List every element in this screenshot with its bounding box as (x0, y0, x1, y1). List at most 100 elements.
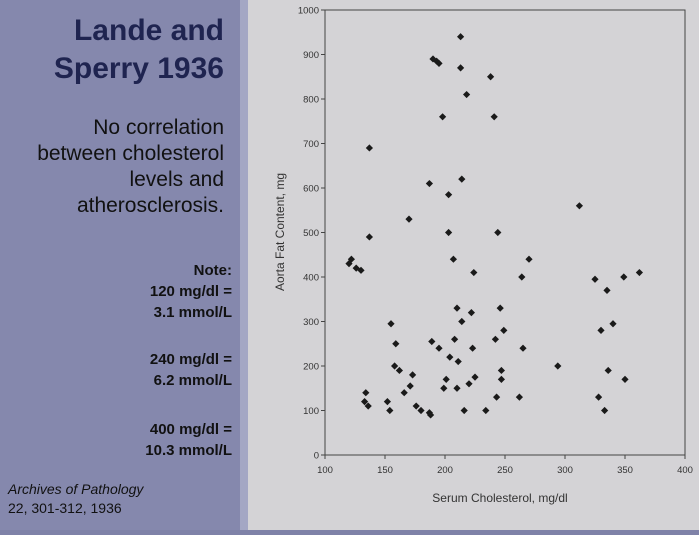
x-tick-label: 300 (557, 465, 573, 476)
subtitle-line: No correlation (93, 116, 224, 139)
data-point (621, 375, 629, 383)
data-point (352, 264, 360, 272)
plot-area-frame (324, 9, 686, 456)
scatter-chart: 0 100 200 300 400 500 600 700 800 900 1000 100 150 2… (273, 6, 693, 506)
citation: Archives of Pathology 22, 301-312, 1936 (8, 480, 143, 518)
data-point (453, 384, 461, 392)
data-point (471, 373, 479, 381)
subtitle-line: atherosclerosis. (76, 194, 224, 217)
data-point (433, 57, 441, 65)
data-point (383, 398, 391, 406)
x-tick-label: 150 (377, 465, 393, 476)
slide-text-panel (0, 0, 240, 530)
data-point (440, 384, 448, 392)
data-point (496, 304, 504, 312)
y-tick-label: 400 (303, 273, 319, 284)
y-tick-label: 1000 (298, 6, 319, 17)
x-tick-label: 250 (497, 465, 513, 476)
data-point (392, 340, 400, 348)
data-point (451, 335, 459, 343)
data-point (458, 175, 466, 183)
data-point (482, 406, 490, 415)
x-tick-label: 400 (677, 465, 693, 476)
slide-subtitle: No correlation between cholesterol level… (37, 115, 224, 219)
panel-divider (240, 0, 248, 530)
conversion-mgdl: 120 mg/dl = (149, 283, 232, 300)
data-point (494, 228, 502, 237)
chart-panel: 0 100 200 300 400 500 600 700 800 900 1000 100 150 2… (248, 0, 699, 530)
y-axis-label: Aorta Fat Content, mg (273, 173, 287, 291)
x-axis-label: Serum Cholesterol, mg/dl (432, 491, 567, 505)
data-point (412, 402, 420, 410)
data-point (491, 335, 499, 343)
x-tick-label: 350 (617, 465, 633, 476)
y-tick-label: 0 (314, 451, 319, 462)
data-point (391, 362, 399, 370)
data-point (620, 273, 628, 281)
data-point (365, 233, 373, 241)
data-point (609, 320, 617, 328)
data-point (554, 362, 562, 370)
data-point (442, 375, 450, 383)
note-block-2: 240 mg/dl = 6.2 mmol/L (150, 349, 232, 391)
conversion-mmol: 10.3 mmol/L (145, 442, 232, 459)
data-point (428, 337, 436, 346)
data-point (439, 113, 447, 121)
conversion-mmol: 3.1 mmol/L (153, 304, 232, 321)
data-point (603, 286, 611, 294)
data-point (518, 273, 526, 281)
data-point (457, 33, 465, 41)
data-point (591, 275, 599, 283)
data-point (595, 393, 603, 401)
data-point (453, 304, 461, 312)
data-point (405, 215, 413, 223)
data-point (597, 326, 605, 334)
data-point (364, 402, 372, 410)
data-point (515, 393, 523, 401)
data-point (497, 366, 505, 375)
data-point (365, 144, 373, 152)
title-line-2: Sperry 1936 (53, 52, 224, 85)
slide-title: Lande and Sperry 1936 (54, 12, 224, 88)
data-point (427, 411, 435, 419)
y-tick-label: 300 (303, 317, 319, 328)
data-point (490, 113, 498, 121)
data-point (601, 406, 609, 415)
note-heading: Note: (193, 262, 232, 279)
data-point (435, 344, 443, 352)
y-tick-label: 100 (303, 406, 319, 417)
data-point (463, 90, 471, 99)
subtitle-line: levels and (129, 168, 224, 191)
data-point (445, 191, 453, 199)
data-point (525, 255, 533, 263)
note-block-1: Note: 120 mg/dl = 3.1 mmol/L (150, 260, 232, 323)
data-point (357, 266, 365, 274)
data-point (458, 317, 466, 326)
y-tick-label: 700 (303, 139, 319, 150)
citation-reference: 22, 301-312, 1936 (8, 500, 122, 516)
data-point (417, 406, 425, 415)
subtitle-line: between cholesterol (37, 142, 224, 165)
data-point (635, 268, 643, 277)
data-point (487, 73, 495, 81)
data-point (575, 202, 583, 210)
data-point (460, 406, 468, 415)
note-block-3: 400 mg/dl = 10.3 mmol/L (145, 419, 232, 461)
data-point (454, 357, 462, 366)
conversion-mgdl: 400 mg/dl = (149, 421, 232, 438)
x-tick-label: 100 (317, 465, 333, 476)
y-tick-label: 200 (303, 362, 319, 373)
data-point (519, 344, 527, 352)
title-line-1: Lande and (73, 14, 224, 47)
data-point (400, 389, 408, 397)
data-point (465, 380, 473, 388)
data-point (493, 393, 501, 401)
data-point (449, 255, 457, 263)
data-point (446, 353, 454, 361)
data-point (425, 179, 433, 188)
data-point (445, 228, 453, 237)
data-point (387, 320, 395, 328)
data-point (361, 398, 369, 406)
y-tick-label: 500 (303, 228, 319, 239)
conversion-mmol: 6.2 mmol/L (153, 372, 232, 389)
